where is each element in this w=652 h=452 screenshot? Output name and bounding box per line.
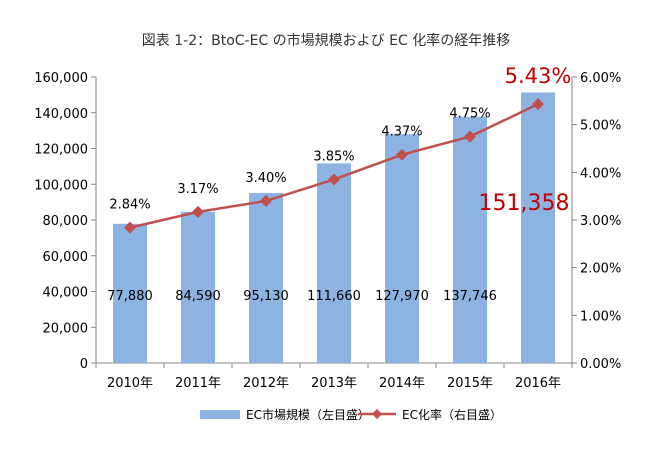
bar [113,223,147,363]
y-right-tick-label: 5.00% [580,119,621,134]
chart-title: 図表 1-2：BtoC-EC の市場規模および EC 化率の経年推移 [142,32,510,49]
y-left-tick-label: 160,000 [34,71,88,86]
line-value-label: 4.75% [449,107,490,122]
x-tick-label: 2011年 [175,376,221,391]
line-value-label: 4.37% [381,125,422,140]
legend-line-marker [372,409,382,419]
ec-rate-marker [532,98,544,111]
y-left-tick-label: 80,000 [43,214,89,229]
bar [181,211,215,363]
legend-bar-label: EC市場規模（左目盛） [246,407,370,422]
bar-value-label-highlight: 151,358 [479,191,570,216]
bar [317,163,351,363]
ec-rate-marker [260,194,272,207]
y-left-tick-label: 20,000 [43,321,89,336]
legend: EC市場規模（左目盛） EC化率（右目盛） [200,407,502,422]
y-left-tick-label: 120,000 [34,143,88,158]
y-right-tick-label: 1.00% [580,309,621,324]
ec-rate-marker [464,130,476,143]
line-value-label-highlight: 5.43% [505,64,572,88]
bar [249,192,283,363]
y-left-tick-label: 140,000 [34,107,88,122]
bar-value-label: 77,880 [107,289,153,304]
ec-rate-marker [124,221,136,234]
line-value-label: 2.84% [109,198,150,213]
x-tick-label: 2015年 [447,376,493,391]
line-value-label: 3.85% [313,149,354,164]
y-right-tick-label: 4.00% [580,166,621,181]
y-right-tick-label: 2.00% [580,262,621,277]
legend-line-label: EC化率（右目盛） [402,407,502,422]
legend-bar-swatch [200,410,240,419]
plot-area: 0 20,000 40,000 60,000 80,000 100,000 120,000 1… [34,64,621,391]
bar [453,116,487,363]
line-value-label: 3.40% [245,171,286,186]
x-tick-label: 2016年 [515,376,561,391]
bar-value-label: 84,590 [175,289,221,304]
line-value-label: 3.17% [177,182,218,197]
x-tick-label: 2014年 [379,376,425,391]
y-left-tick-label: 40,000 [43,286,89,301]
y-left-tick-label: 100,000 [34,178,88,193]
x-tick-label: 2013年 [311,376,357,391]
y-right-tick-label: 6.00% [580,71,621,86]
ec-rate-marker [396,148,408,161]
bar [521,92,555,364]
x-tick-label: 2010年 [107,376,153,391]
bar-value-label: 127,970 [375,289,429,304]
bar-value-label: 137,746 [443,289,497,304]
y-right-tick-label: 0.00% [580,357,621,372]
y-right-tick-label: 3.00% [580,214,621,229]
bar-value-label: 111,660 [307,289,361,304]
bar [385,134,419,363]
ec-rate-marker [192,205,204,218]
x-tick-label: 2012年 [243,376,289,391]
ec-rate-marker [328,173,340,186]
bar-value-label: 95,130 [243,289,289,304]
y-left-tick-label: 0 [80,357,88,372]
y-left-tick-label: 60,000 [43,250,89,265]
